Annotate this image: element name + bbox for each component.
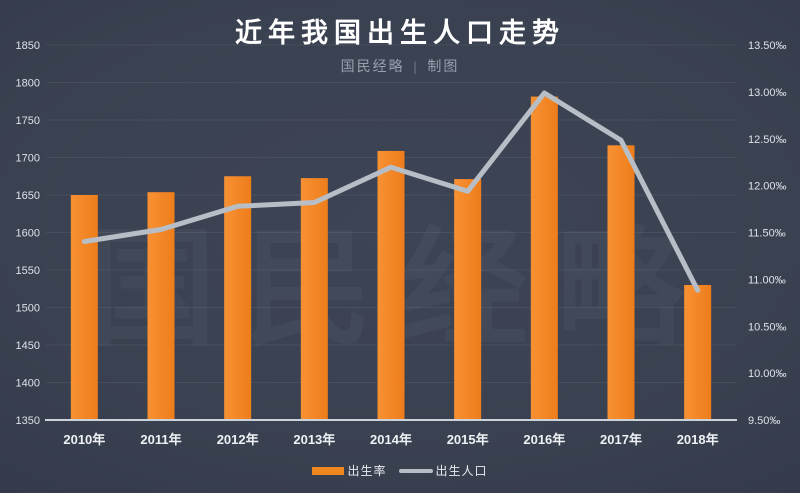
x-label-2013年: 2013年 bbox=[293, 432, 335, 447]
left-axis-tick-1450: 1450 bbox=[16, 340, 40, 352]
bar-2010年 bbox=[70, 195, 98, 421]
right-axis-tick-12.50‰: 12.50‰ bbox=[748, 134, 787, 146]
left-axis-tick-1350: 1350 bbox=[16, 415, 40, 427]
x-label-2010年: 2010年 bbox=[63, 432, 105, 447]
left-axis-tick-1700: 1700 bbox=[16, 153, 40, 165]
trend-line-出生人口 bbox=[81, 90, 701, 293]
left-axis-tick-1500: 1500 bbox=[16, 303, 40, 315]
x-label-2016年: 2016年 bbox=[523, 432, 565, 447]
left-axis-tick-1850: 1850 bbox=[16, 40, 40, 52]
legend-item-出生率: 出生率 bbox=[312, 462, 386, 479]
left-axis-tick-1750: 1750 bbox=[16, 115, 40, 127]
subtitle-separator: | bbox=[413, 60, 419, 75]
x-label-2011年: 2011年 bbox=[140, 432, 181, 447]
legend-swatch-line-icon bbox=[398, 468, 433, 473]
right-axis-tick-10.50‰: 10.50‰ bbox=[748, 321, 787, 333]
x-label-2014年: 2014年 bbox=[370, 432, 412, 447]
legend-swatch-bar-icon bbox=[312, 466, 345, 475]
bar-2014年 bbox=[377, 150, 405, 421]
left-axis-tick-1800: 1800 bbox=[16, 78, 40, 90]
chart-title: 近年我国出生人口走势 bbox=[235, 18, 565, 48]
right-axis-tick-9.50‰: 9.50‰ bbox=[748, 415, 780, 427]
subtitle-brand: 国民经略 bbox=[340, 60, 405, 75]
legend-label: 出生率 bbox=[347, 464, 387, 478]
left-axis-tick-1650: 1650 bbox=[16, 190, 40, 202]
right-axis-tick-11.50‰: 11.50‰ bbox=[748, 228, 786, 240]
left-axis-tick-1400: 1400 bbox=[16, 378, 40, 390]
bar-2013年 bbox=[300, 178, 328, 421]
right-axis-tick-11.00‰: 11.00‰ bbox=[748, 274, 786, 286]
chart-legend: 出生率 出生人口 bbox=[0, 462, 800, 479]
bar-2017年 bbox=[607, 145, 635, 421]
chart-subtitle: 国民经略 | 制图 bbox=[0, 56, 800, 76]
bar-2012年 bbox=[224, 176, 252, 421]
x-label-2015年: 2015年 bbox=[447, 432, 489, 447]
bar-2015年 bbox=[454, 179, 482, 421]
bar-2016年 bbox=[530, 96, 558, 421]
left-axis-tick-1550: 1550 bbox=[16, 265, 40, 277]
x-label-2017年: 2017年 bbox=[600, 432, 642, 447]
left-axis-tick-1600: 1600 bbox=[16, 228, 40, 240]
bar-2018年 bbox=[684, 285, 712, 421]
x-label-2018年: 2018年 bbox=[677, 432, 719, 447]
x-label-2012年: 2012年 bbox=[217, 432, 259, 447]
right-axis-tick-12.00‰: 12.00‰ bbox=[748, 181, 787, 193]
right-axis-tick-13.50‰: 13.50‰ bbox=[748, 40, 787, 52]
legend-item-出生人口: 出生人口 bbox=[398, 462, 488, 479]
right-axis-tick-13.00‰: 13.00‰ bbox=[748, 87, 787, 99]
subtitle-credit: 制图 bbox=[427, 60, 460, 75]
right-axis-tick-10.00‰: 10.00‰ bbox=[748, 368, 787, 380]
legend-label: 出生人口 bbox=[435, 464, 488, 478]
